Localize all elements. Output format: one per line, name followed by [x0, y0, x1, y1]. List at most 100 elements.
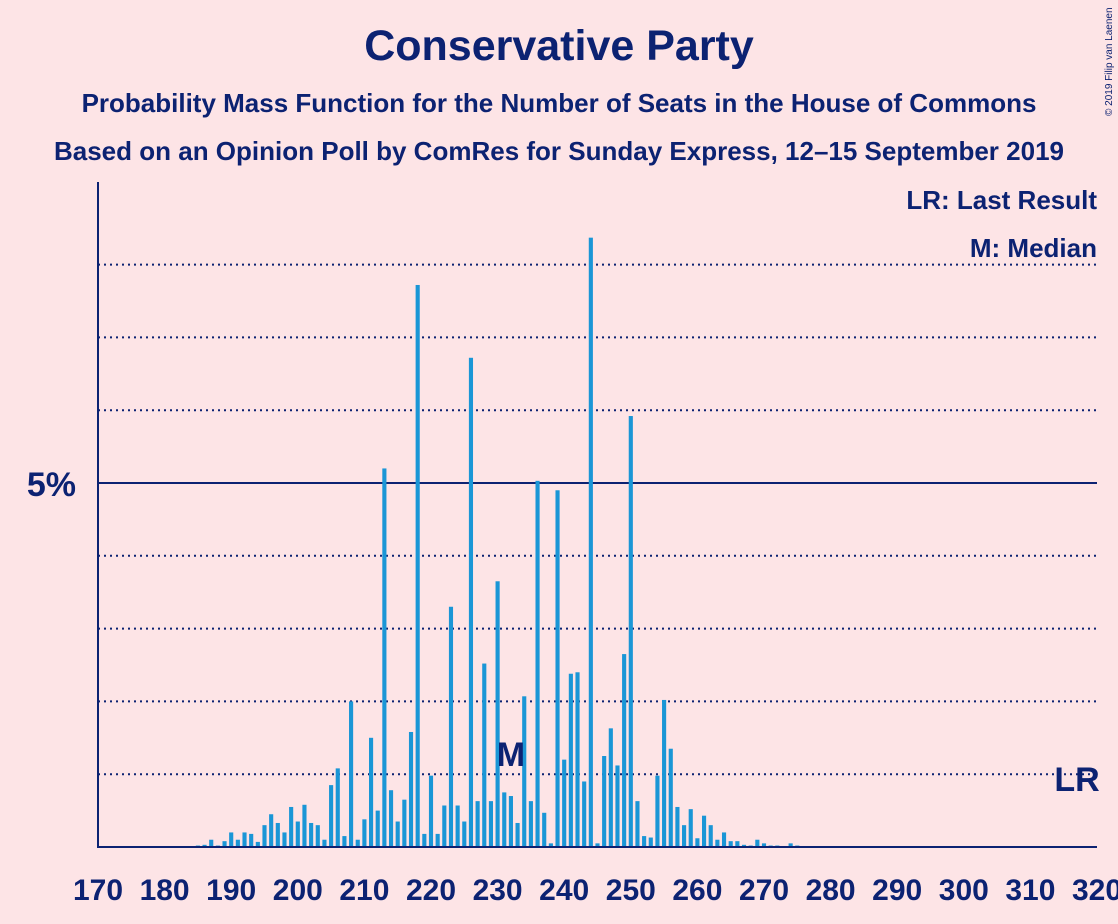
bar-266: [735, 841, 740, 847]
bar-249: [622, 654, 627, 847]
bar-224: [455, 805, 460, 847]
bar-270: [761, 843, 767, 847]
bar-211: [368, 737, 374, 847]
bar-229: [488, 801, 494, 847]
bar-212: [375, 810, 380, 847]
x-tick-label-310: 310: [1005, 874, 1055, 907]
bar-197: [275, 822, 280, 847]
bar-218: [415, 284, 420, 847]
bar-214: [388, 790, 394, 847]
bar-240: [562, 759, 567, 847]
x-tick-label-260: 260: [672, 874, 722, 907]
bar-201: [302, 804, 307, 847]
bar-231: [502, 792, 507, 847]
x-tick-label-230: 230: [473, 874, 523, 907]
x-tick-label-280: 280: [806, 874, 856, 907]
bar-243: [582, 781, 587, 847]
bar-245: [595, 843, 600, 847]
x-tick-label-210: 210: [339, 874, 389, 907]
bar-237: [542, 812, 547, 847]
gridlines: [98, 263, 1097, 776]
bar-203: [315, 825, 320, 847]
bar-267: [741, 844, 747, 847]
bar-190: [229, 832, 234, 847]
bar-274: [788, 843, 793, 847]
bar-258: [682, 825, 687, 847]
bar-191: [235, 839, 240, 847]
bar-198: [282, 832, 287, 847]
bar-235: [528, 801, 533, 847]
x-tick-label-200: 200: [273, 874, 323, 907]
bar-199: [289, 806, 294, 847]
bar-195: [262, 825, 267, 847]
bar-204: [322, 839, 327, 847]
bar-257: [675, 806, 680, 847]
x-tick-label-220: 220: [406, 874, 456, 907]
bar-248: [615, 765, 620, 847]
bar-226: [468, 357, 474, 847]
bar-241: [568, 673, 573, 847]
median-marker: M: [497, 736, 525, 774]
bar-261: [701, 815, 707, 847]
bar-217: [408, 731, 414, 847]
bar-269: [755, 839, 760, 847]
x-tick-label-270: 270: [739, 874, 789, 907]
y-tick-labels: 5%: [27, 466, 76, 504]
bar-227: [475, 801, 480, 847]
x-tick-label-180: 180: [140, 874, 190, 907]
axes: [97, 182, 1097, 848]
bar-209: [355, 839, 360, 847]
bars: [195, 237, 807, 847]
bar-263: [715, 839, 720, 847]
bar-239: [555, 490, 560, 847]
bar-200: [295, 821, 300, 847]
bar-221: [435, 833, 440, 847]
bar-216: [402, 799, 407, 847]
chart-title: Conservative Party: [364, 22, 754, 70]
bar-213: [382, 468, 387, 847]
bar-193: [249, 833, 254, 847]
bar-264: [721, 832, 727, 847]
bar-250: [628, 416, 633, 847]
x-tick-label-300: 300: [939, 874, 989, 907]
bar-223: [448, 606, 454, 847]
bar-236: [535, 480, 540, 847]
bar-219: [422, 833, 427, 847]
chart-subtitle-source: Based on an Opinion Poll by ComRes for S…: [53, 136, 1064, 166]
bar-238: [548, 843, 553, 847]
bar-225: [462, 821, 467, 847]
bar-222: [442, 805, 447, 847]
bar-233: [515, 822, 520, 847]
bar-265: [728, 841, 733, 847]
x-tick-label-240: 240: [539, 874, 589, 907]
legend-entry-0: LR: Last Result: [906, 185, 1097, 215]
x-tick-label-170: 170: [73, 874, 123, 907]
bar-215: [395, 821, 400, 847]
legend-entry-1: M: Median: [970, 233, 1097, 263]
y-tick-label-5pct: 5%: [27, 466, 76, 504]
bar-254: [655, 775, 660, 847]
chart-subtitle: Probability Mass Function for the Number…: [81, 88, 1037, 118]
x-tick-label-250: 250: [606, 874, 656, 907]
x-tick-labels: 170 180 190 200 210 220 230 240 250 260 270 280 290 3…: [73, 874, 1118, 907]
bar-246: [602, 756, 607, 847]
x-tick-label-290: 290: [872, 874, 922, 907]
bar-262: [708, 825, 713, 847]
bar-206: [335, 768, 340, 847]
bar-253: [648, 837, 653, 847]
bar-234: [522, 696, 527, 847]
bar-205: [329, 785, 334, 847]
bar-192: [242, 832, 247, 847]
bar-244: [588, 237, 593, 847]
last-result-marker: LR: [1054, 761, 1099, 799]
bar-260: [695, 838, 700, 847]
bar-186: [202, 844, 207, 847]
bar-202: [309, 822, 314, 847]
bar-252: [642, 836, 647, 847]
bar-242: [575, 672, 580, 847]
bar-208: [349, 701, 354, 847]
bar-232: [508, 796, 513, 847]
bar-255: [662, 699, 667, 847]
bar-187: [209, 839, 214, 847]
bar-259: [688, 809, 693, 847]
